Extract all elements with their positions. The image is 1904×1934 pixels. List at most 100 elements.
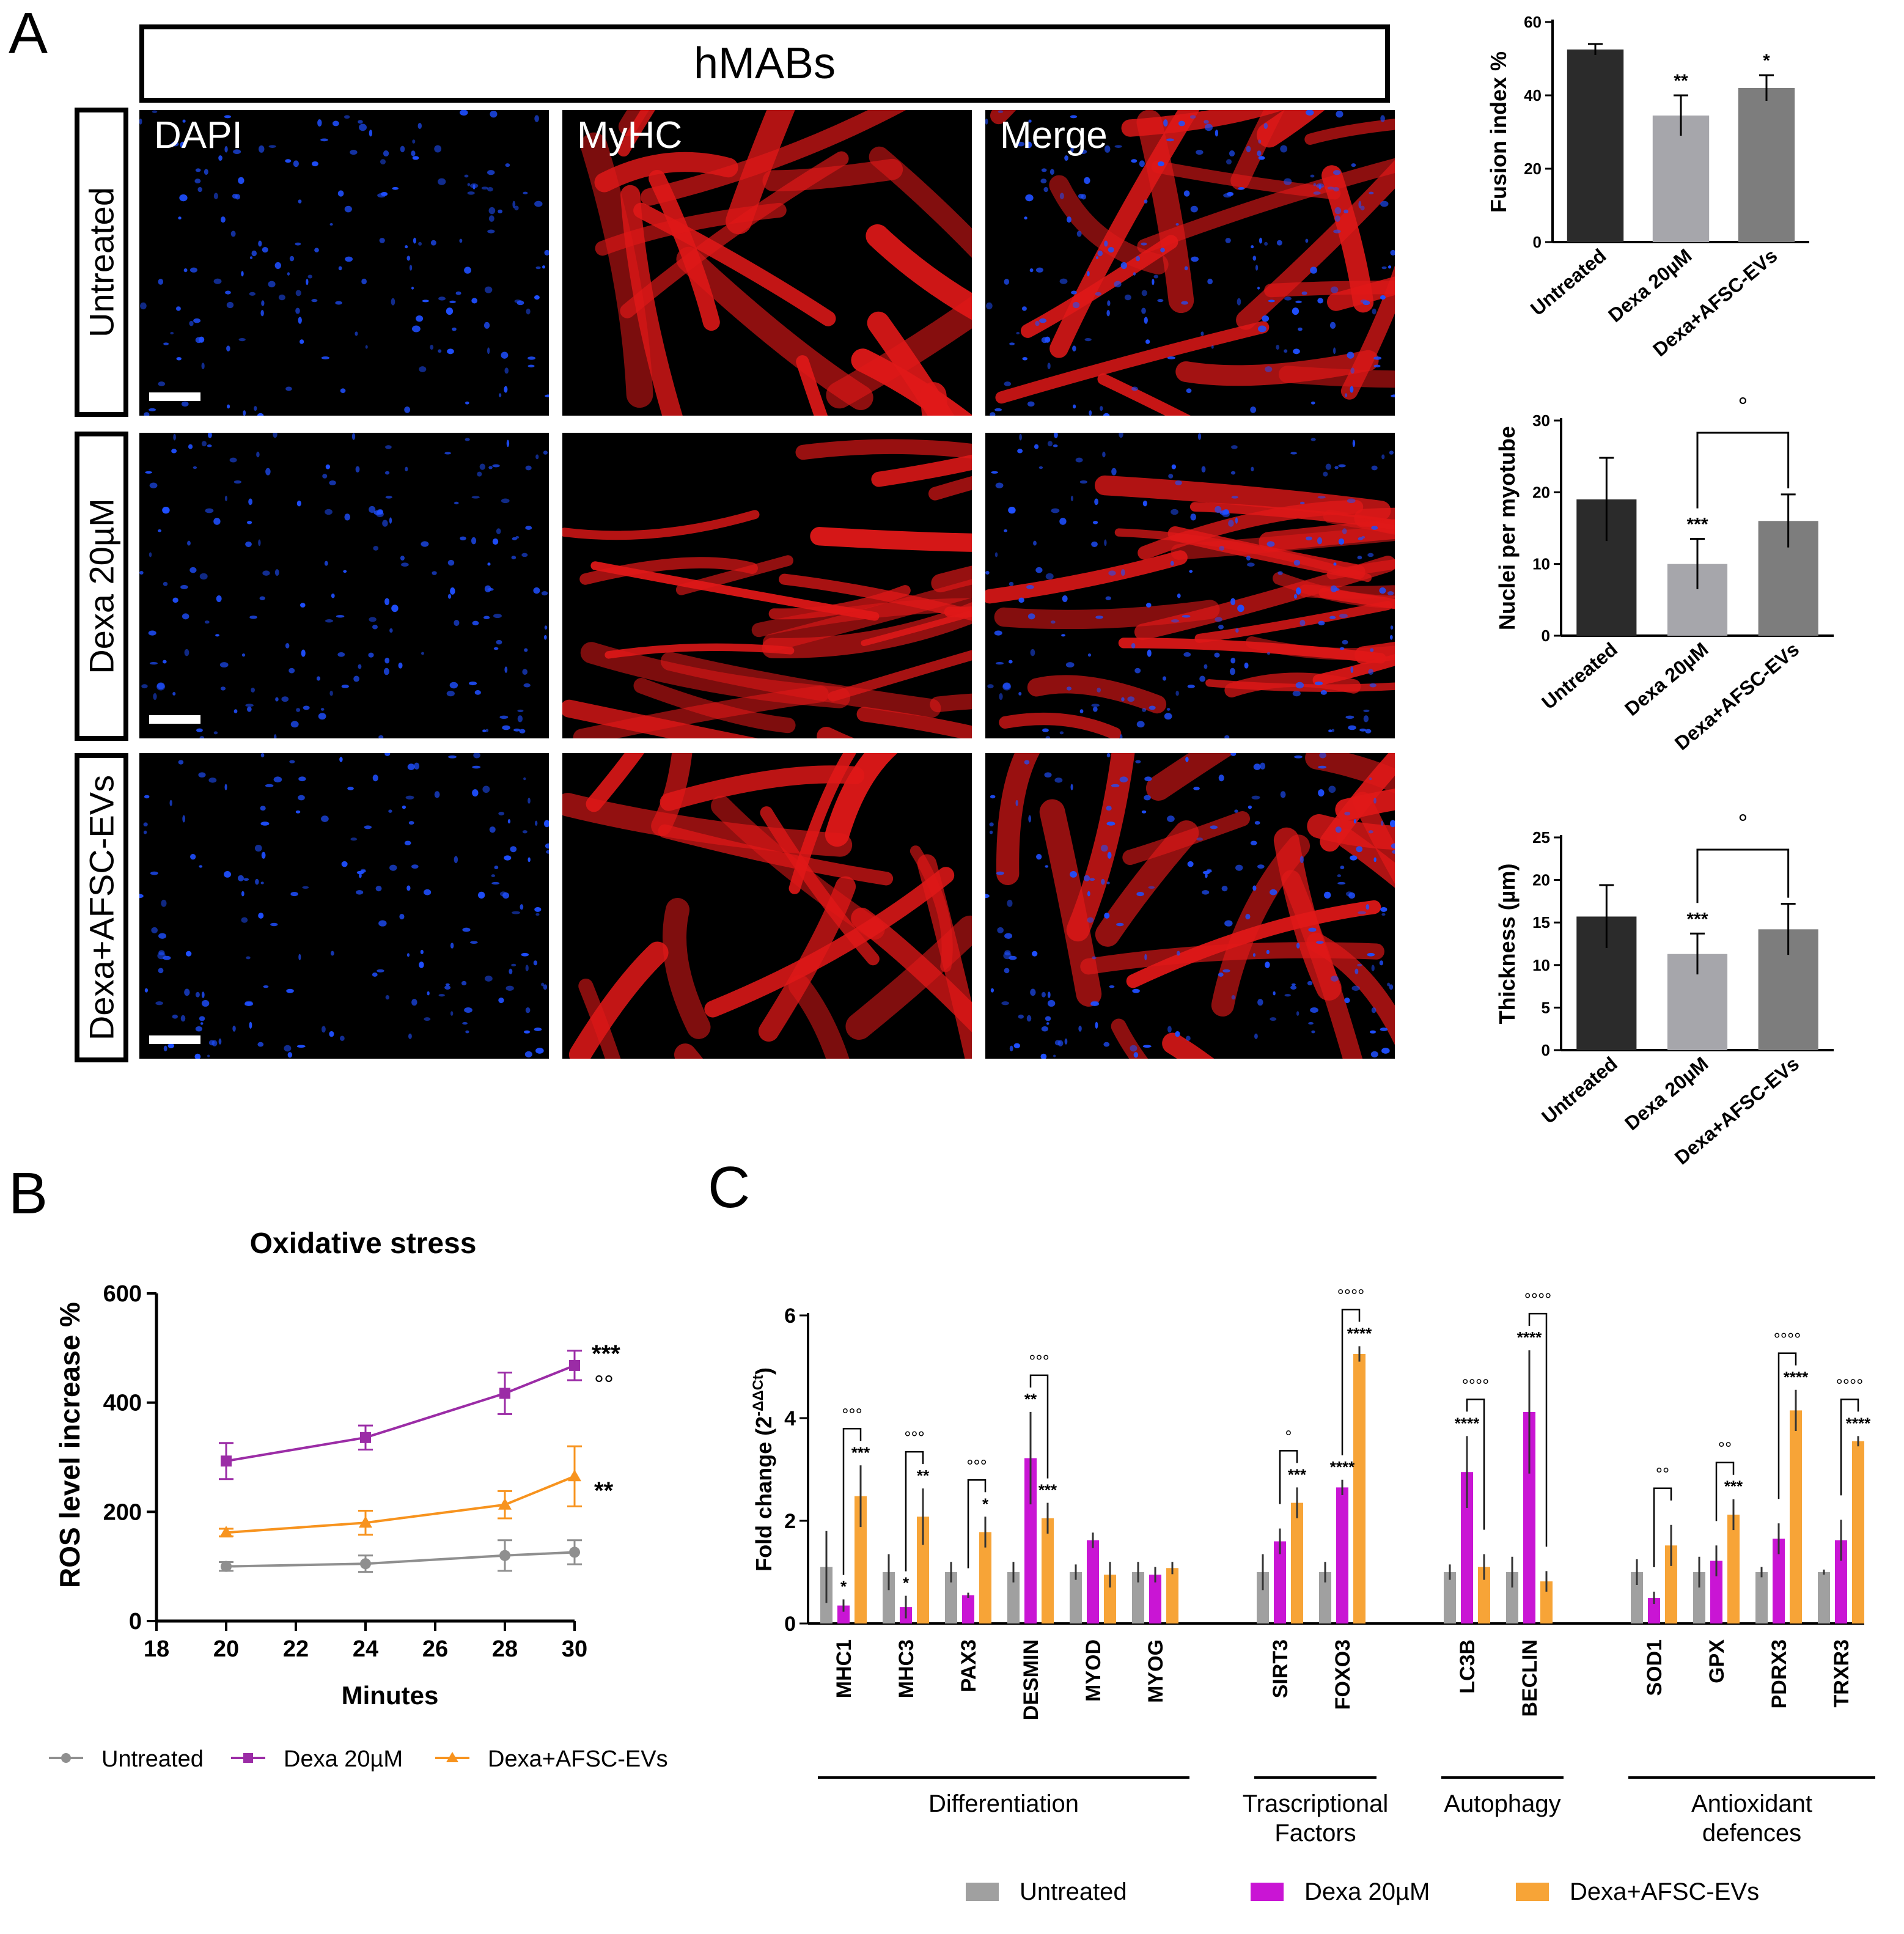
- genes-bar: [1007, 1572, 1020, 1623]
- genes-significance: ***: [851, 1443, 870, 1462]
- fusion-ytick-label: 20: [1524, 160, 1542, 178]
- nuclei-bracket-label: °: [1738, 393, 1748, 420]
- genes-bar: [855, 1496, 867, 1623]
- ros-ytick-label: 600: [103, 1281, 142, 1307]
- genes-bar: [962, 1595, 974, 1623]
- genes-legend-label: Untreated: [1020, 1878, 1127, 1905]
- micrograph-texture: [985, 753, 1395, 1059]
- channel-label-dapi: DAPI: [154, 114, 243, 156]
- genes-significance: **: [1024, 1390, 1037, 1408]
- genes-bar: [1132, 1572, 1144, 1623]
- genes-group-label: Antioxidant: [1691, 1790, 1812, 1817]
- ros-ytick-label: 400: [103, 1391, 142, 1416]
- genes-bracket-label: °°°°: [1462, 1375, 1490, 1394]
- micrograph-texture: [580, 110, 972, 416]
- ros-annotation: °°: [594, 1371, 614, 1398]
- genes-significance: ***: [1724, 1477, 1743, 1496]
- micrograph-dexa-dapi: [139, 433, 549, 738]
- micrograph-dexa-evs-myhc: [562, 753, 972, 1059]
- fusion-category-label: Dexa 20µM: [1604, 245, 1696, 326]
- nuclei-significance: ***: [1686, 515, 1708, 535]
- genes-bar: [1506, 1572, 1518, 1623]
- genes-bracket: [1653, 1487, 1672, 1567]
- genes-significance: ****: [1347, 1324, 1372, 1342]
- ros-point: [221, 1455, 232, 1467]
- fusion-category-label: Untreated: [1526, 245, 1611, 320]
- genes-bar: [1336, 1487, 1348, 1623]
- genes-category-label: SIRT3: [1269, 1639, 1292, 1698]
- genes-category-label: GPX: [1705, 1639, 1729, 1683]
- ros-point: [360, 1558, 371, 1570]
- thickness-ytick-label: 20: [1532, 871, 1550, 889]
- micrograph-dexa-merge: [985, 433, 1395, 738]
- genes-bar: [1149, 1575, 1161, 1623]
- genes-bracket: [1341, 1309, 1361, 1455]
- genes-bracket-label: °°°: [842, 1405, 862, 1424]
- genes-bar: [1523, 1411, 1535, 1623]
- genes-legend-swatch: [1251, 1883, 1284, 1901]
- genes-bracket-label: °°°°: [1836, 1375, 1864, 1394]
- micrograph-texture: [139, 110, 549, 416]
- genes-legend-swatch: [1516, 1883, 1549, 1901]
- genes-bar: [1104, 1575, 1116, 1623]
- ros-point: [221, 1561, 232, 1572]
- ros-legend-marker: [61, 1753, 71, 1763]
- row-label-dexa-evs: Dexa+AFSC-EVs: [75, 753, 128, 1062]
- ros-legend-marker: [243, 1753, 253, 1763]
- genes-bracket-label: °°°: [966, 1456, 987, 1475]
- ros-xtick-label: 24: [353, 1636, 378, 1662]
- micrograph-dexa-evs-dapi: [139, 753, 549, 1059]
- genes-category-label: SOD1: [1643, 1639, 1666, 1696]
- genes-bracket-label: °°°°: [1524, 1290, 1552, 1309]
- ros-xlabel: Minutes: [342, 1681, 439, 1710]
- genes-bar: [917, 1517, 929, 1623]
- genes-ylabel-superscript: -ΔΔCt: [750, 1375, 766, 1416]
- nuclei-category-label: Dexa 20µM: [1620, 638, 1712, 720]
- ros-title: Oxidative stress: [250, 1227, 477, 1260]
- genes-bracket-label: °°°°: [1774, 1329, 1801, 1348]
- genes-significance: ****: [1330, 1458, 1355, 1476]
- ros-point: [498, 1498, 512, 1510]
- genes-bracket: [967, 1479, 987, 1568]
- genes-group-label: defences: [1702, 1820, 1801, 1847]
- row-label-dexa: Dexa 20µM: [75, 432, 128, 741]
- genes-bar: [1257, 1572, 1269, 1623]
- thickness-bracket-label: °: [1738, 810, 1748, 837]
- micrograph-untreated-myhc: MyHC: [562, 110, 972, 416]
- genes-category-label: MHC1: [833, 1639, 856, 1698]
- genes-bar: [979, 1532, 991, 1623]
- genes-bar: [1755, 1572, 1768, 1623]
- genes-bar: [1166, 1568, 1178, 1623]
- ros-series-line: [226, 1364, 575, 1463]
- genes-ytick-label: 6: [784, 1304, 796, 1328]
- genes-significance: ***: [1038, 1481, 1057, 1499]
- genes-bar: [1727, 1514, 1740, 1623]
- genes-significance: ***: [1288, 1465, 1307, 1484]
- genes-significance: ****: [1846, 1414, 1871, 1432]
- genes-bar: [1710, 1561, 1722, 1623]
- genes-bar: [1648, 1598, 1660, 1623]
- genes-bar: [837, 1605, 850, 1623]
- genes-bar: [1540, 1581, 1553, 1623]
- genes-bar: [1773, 1539, 1785, 1623]
- micrograph-texture: [985, 110, 1395, 416]
- genes-bar: [1444, 1572, 1456, 1623]
- ros-ylabel: ROS level increase %: [54, 1302, 86, 1588]
- channel-label-myhc: MyHC: [577, 114, 683, 156]
- genes-group-label: Autophagy: [1444, 1790, 1560, 1817]
- genes-bar: [1042, 1518, 1054, 1623]
- thickness-significance: ***: [1686, 909, 1708, 929]
- ros-legend-marker: [446, 1752, 458, 1762]
- genes-bracket-label: °: [1285, 1427, 1292, 1446]
- genes-category-label: BECLIN: [1518, 1639, 1542, 1717]
- fusion-ytick-label: 40: [1524, 86, 1542, 105]
- genes-bar: [1693, 1572, 1705, 1623]
- genes-group-label: Differentiation: [928, 1790, 1079, 1817]
- genes-ytick-label: 4: [784, 1407, 796, 1430]
- genes-category-label: MYOD: [1082, 1639, 1105, 1702]
- genes-bar: [1274, 1541, 1286, 1623]
- genes-category-label: TRXR3: [1830, 1639, 1853, 1707]
- genes-bar: [1087, 1540, 1099, 1623]
- fusion-ylabel: Fusion index %: [1486, 51, 1511, 213]
- thickness-ylabel: Thickness (µm): [1494, 864, 1520, 1024]
